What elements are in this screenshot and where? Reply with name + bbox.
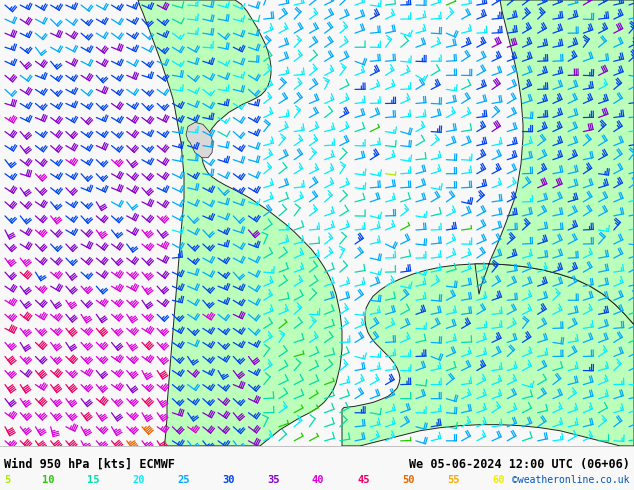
Text: Wind 950 hPa [kts] ECMWF: Wind 950 hPa [kts] ECMWF [4,458,175,471]
Text: 55: 55 [447,475,460,485]
Text: ©weatheronline.co.uk: ©weatheronline.co.uk [512,475,630,485]
Text: 15: 15 [87,475,100,485]
Text: 50: 50 [402,475,415,485]
Text: 10: 10 [42,475,55,485]
Text: 20: 20 [132,475,145,485]
Polygon shape [475,0,634,324]
Polygon shape [342,264,634,446]
Text: We 05-06-2024 12:00 UTC (06+06): We 05-06-2024 12:00 UTC (06+06) [409,458,630,471]
Text: 60: 60 [492,475,505,485]
Text: 45: 45 [357,475,370,485]
Polygon shape [138,0,342,446]
Text: 25: 25 [177,475,190,485]
Text: 30: 30 [222,475,235,485]
Polygon shape [186,122,213,158]
Text: 5: 5 [4,475,10,485]
Text: 35: 35 [267,475,280,485]
Text: 40: 40 [312,475,325,485]
